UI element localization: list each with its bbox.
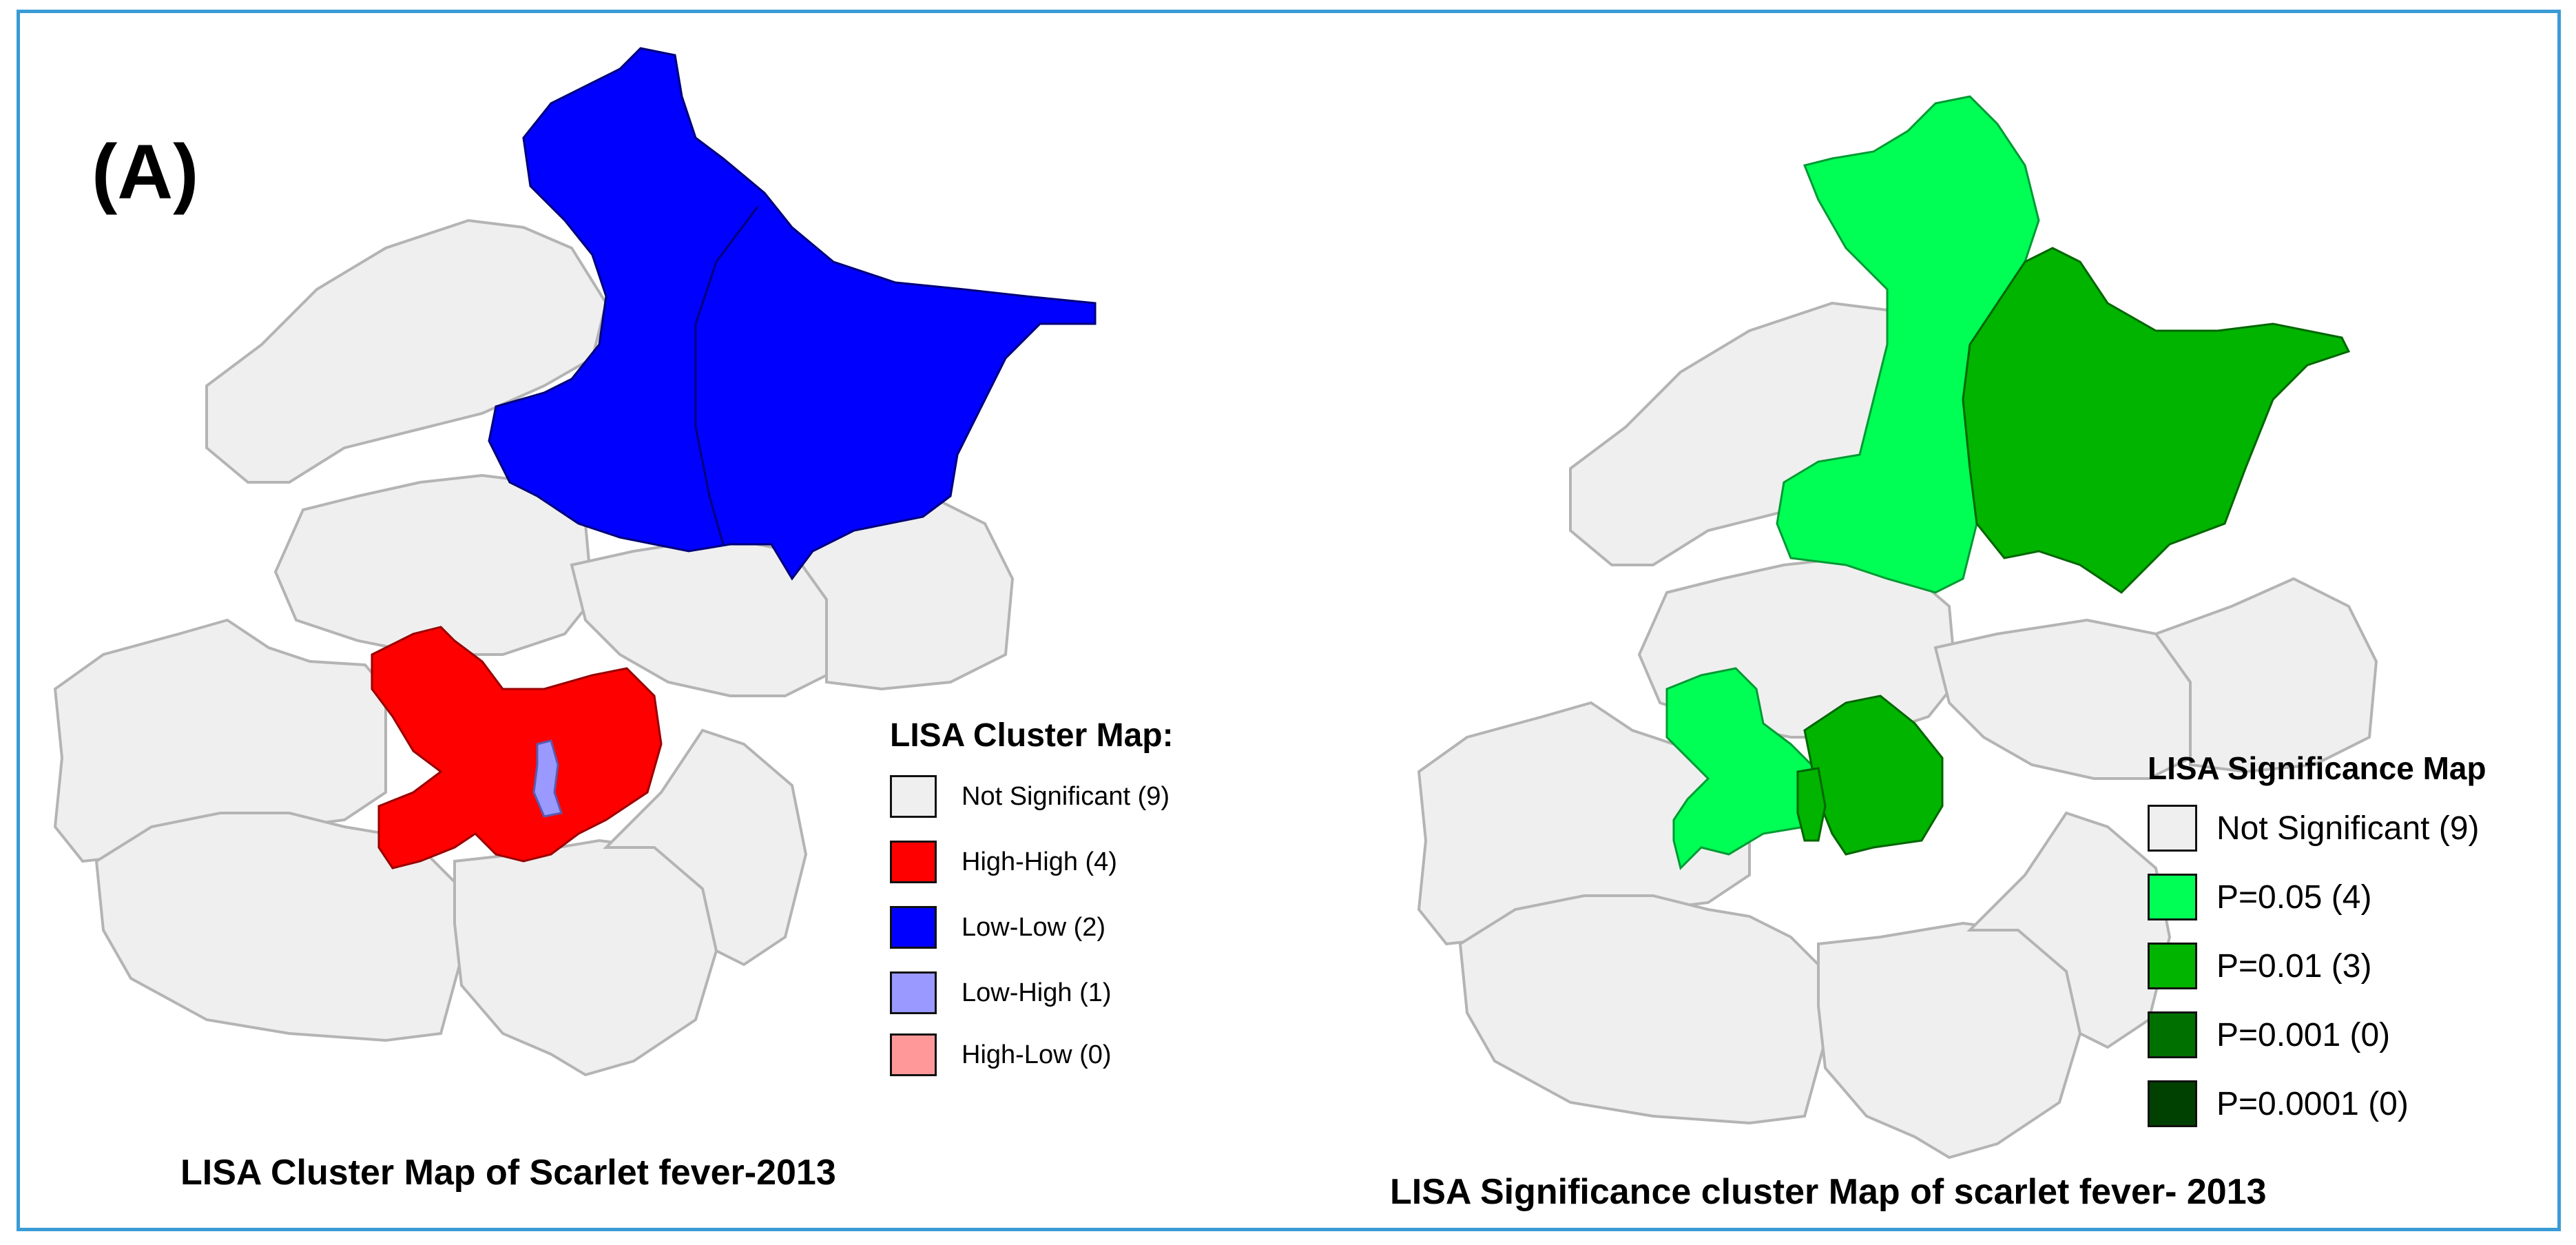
right-legend-swatch [2148, 1080, 2197, 1127]
right-legend-item-p001: P=0.01 (3) [2148, 943, 2371, 989]
left-legend-item-low-low: Low-Low (2) [890, 906, 1105, 949]
right-map-p001-centre-region [1796, 767, 1827, 842]
right-legend-item-p0001: P=0.001 (0) [2148, 1011, 2390, 1058]
right-legend-label: P=0.0001 (0) [2216, 1085, 2409, 1122]
left-legend-swatch [890, 775, 937, 818]
left-map-low-low-region [488, 47, 1097, 581]
right-legend-swatch [2148, 874, 2197, 920]
left-map-high-high-region [371, 626, 663, 870]
right-legend-label: P=0.01 (3) [2216, 947, 2372, 985]
right-map [1417, 95, 2378, 1159]
left-legend-label: High-Low (0) [962, 1040, 1112, 1069]
left-legend-title: LISA Cluster Map: [890, 717, 1174, 754]
right-map-p005-south-region [1665, 667, 1820, 870]
right-legend-label: P=0.001 (0) [2216, 1016, 2391, 1053]
left-map-low-high-region [532, 739, 563, 818]
right-legend-title: LISA Significance Map [2148, 750, 2486, 786]
right-legend-swatch [2148, 805, 2197, 852]
left-legend-swatch [890, 841, 937, 883]
right-map-p001-north-region [1962, 247, 2351, 594]
left-legend-item-high-high: High-High (4) [890, 841, 1117, 883]
left-legend-swatch [890, 906, 937, 949]
left-legend-swatch [890, 971, 937, 1014]
panel-label: (A) [92, 129, 199, 215]
left-legend-label: High-High (4) [962, 847, 1117, 876]
left-legend-label: Not Significant (9) [962, 781, 1170, 811]
left-legend-label: Low-High (1) [962, 978, 1112, 1007]
left-legend-label: Low-Low (2) [962, 912, 1106, 942]
left-map-caption: LISA Cluster Map of Scarlet fever-2013 [180, 1153, 836, 1193]
left-legend-item-low-high: Low-High (1) [890, 971, 1112, 1014]
right-legend-item-p00001: P=0.0001 (0) [2148, 1080, 2409, 1127]
right-legend-swatch [2148, 1011, 2197, 1058]
right-map-caption: LISA Significance cluster Map of scarlet… [1390, 1172, 2267, 1212]
right-map-p005-north-region [1776, 95, 2040, 594]
right-legend-label: P=0.05 (4) [2216, 878, 2372, 916]
right-legend-item-p005: P=0.05 (4) [2148, 874, 2371, 920]
right-legend-swatch [2148, 943, 2197, 989]
right-legend-label: Not Significant (9) [2216, 810, 2480, 847]
left-legend-item-high-low: High-Low (0) [890, 1033, 1112, 1076]
left-legend-swatch [890, 1033, 937, 1076]
right-legend-item-not-significant: Not Significant (9) [2148, 805, 2480, 852]
left-legend-item-not-significant: Not Significant (9) [890, 775, 1170, 818]
left-map [54, 47, 1097, 1076]
